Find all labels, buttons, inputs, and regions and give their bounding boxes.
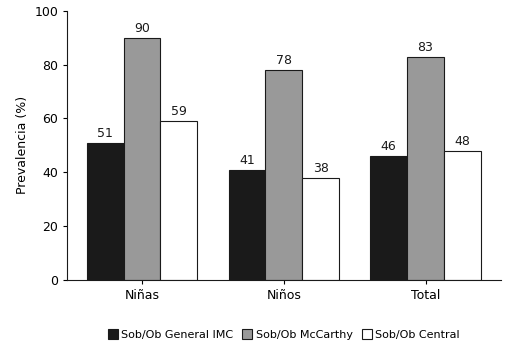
Bar — [265, 70, 302, 280]
Bar — [444, 151, 481, 280]
Text: 59: 59 — [171, 106, 187, 118]
Bar — [160, 121, 197, 280]
Text: 51: 51 — [98, 127, 113, 140]
Bar — [229, 170, 265, 280]
Text: 38: 38 — [313, 162, 329, 175]
Bar — [302, 178, 339, 280]
Bar — [124, 38, 160, 280]
Text: 41: 41 — [239, 154, 255, 167]
Text: 48: 48 — [455, 135, 470, 148]
Bar — [407, 57, 444, 280]
Legend: Sob/Ob General IMC, Sob/Ob McCarthy, Sob/Ob Central: Sob/Ob General IMC, Sob/Ob McCarthy, Sob… — [105, 326, 463, 343]
Bar — [87, 143, 124, 280]
Bar — [370, 156, 407, 280]
Text: 83: 83 — [417, 41, 433, 54]
Text: 46: 46 — [381, 140, 397, 154]
Text: 78: 78 — [276, 54, 292, 67]
Text: 90: 90 — [134, 22, 150, 35]
Y-axis label: Prevalencia (%): Prevalencia (%) — [15, 96, 28, 195]
